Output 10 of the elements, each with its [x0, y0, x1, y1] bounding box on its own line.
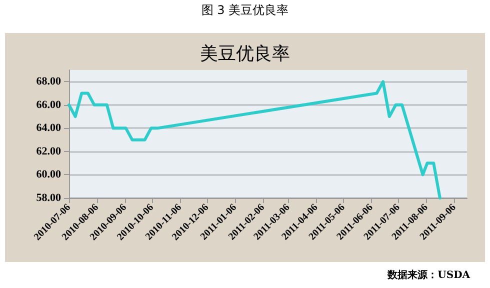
chart-subtitle: 美豆优良率	[200, 44, 290, 64]
y-tick-label: 64.00	[36, 122, 62, 134]
y-tick-label: 60.00	[36, 168, 62, 181]
line-series	[68, 80, 442, 200]
y-tick-label: 58.00	[36, 192, 62, 204]
y-tick-label: 66.00	[36, 98, 62, 111]
chart-title: 图 3 美豆优良率	[200, 2, 290, 19]
source-note: 数据来源：USDA	[388, 268, 470, 282]
y-tick-label: 62.00	[36, 145, 62, 158]
y-tick-label: 68.00	[36, 76, 62, 88]
